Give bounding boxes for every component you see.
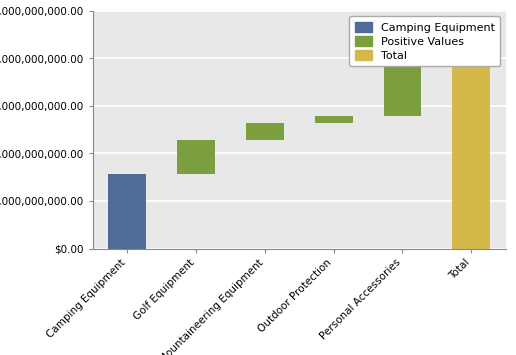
- Legend: Camping Equipment, Positive Values, Total: Camping Equipment, Positive Values, Tota…: [349, 16, 500, 66]
- Bar: [315, 116, 352, 123]
- Bar: [453, 27, 490, 248]
- Bar: [108, 174, 146, 248]
- Bar: [177, 140, 215, 174]
- Bar: [383, 27, 422, 116]
- Bar: [246, 123, 284, 140]
